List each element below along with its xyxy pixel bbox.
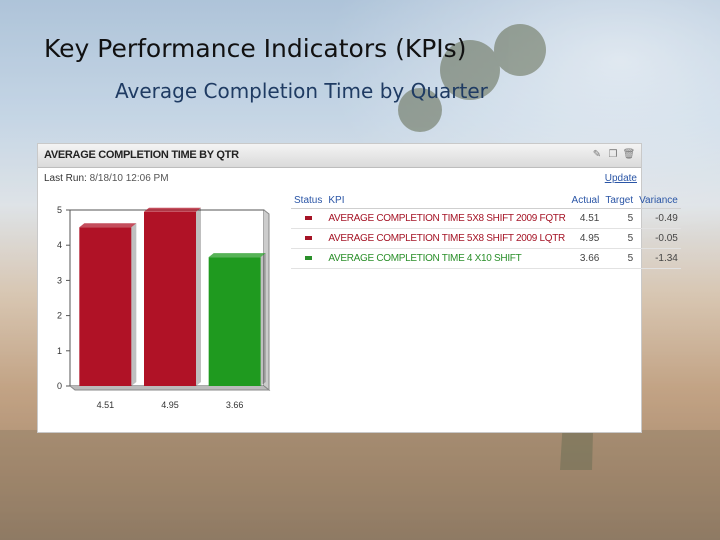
status-indicator: [291, 248, 326, 269]
status-dot-icon: [304, 216, 312, 221]
y-tick-label: 4: [57, 240, 62, 250]
x-tick-label: 4.95: [161, 400, 179, 410]
last-run: Last Run: 8/18/10 12:06 PM: [44, 173, 169, 184]
kpi-variance: -1.34: [636, 248, 681, 269]
update-link[interactable]: Update: [604, 173, 637, 184]
report-panel: AVERAGE COMPLETION TIME BY QTR ✎ ❐ 🗑 Las…: [37, 143, 681, 433]
bar-side: [196, 207, 201, 386]
copy-icon[interactable]: ❐: [608, 149, 618, 160]
bar-top: [144, 207, 201, 212]
y-tick-label: 0: [57, 381, 62, 391]
kpi-variance: -0.05: [636, 228, 681, 249]
trash-icon[interactable]: 🗑: [622, 149, 636, 160]
col-status[interactable]: Status: [291, 193, 326, 209]
last-run-value: 8/18/10 12:06 PM: [89, 173, 169, 184]
plot-floor: [69, 385, 271, 391]
col-kpi[interactable]: KPI: [325, 193, 569, 209]
col-target[interactable]: Target: [602, 193, 637, 209]
table-row[interactable]: AVERAGE COMPLETION TIME 4 X10 SHIFT 3.66…: [291, 248, 681, 269]
kpi-name[interactable]: AVERAGE COMPLETION TIME 4 X10 SHIFT: [325, 248, 569, 269]
completion-time-bar-chart: 0 1 2 3 4 5 4.51 4.95 3.66: [57, 205, 271, 410]
kpi-variance: -0.49: [636, 208, 681, 229]
bar: [208, 257, 261, 386]
kpi-actual: 4.51: [568, 208, 603, 229]
y-tick-label: 2: [57, 311, 62, 321]
y-tick-label: 1: [57, 346, 62, 356]
pencil-icon[interactable]: ✎: [592, 149, 602, 160]
kpi-target: 5: [602, 228, 637, 249]
panel-header: AVERAGE COMPLETION TIME BY QTR ✎ ❐ 🗑: [38, 144, 641, 168]
kpi-target: 5: [602, 248, 637, 269]
slide-subtitle: Average Completion Time by Quarter: [115, 79, 488, 103]
y-tick-label: 5: [57, 205, 62, 215]
kpi-actual: 4.95: [568, 228, 603, 249]
bar-side: [131, 223, 137, 386]
panel-title: AVERAGE COMPLETION TIME BY QTR: [44, 149, 239, 161]
x-tick-label: 3.66: [226, 400, 244, 410]
y-tick-label: 3: [57, 275, 62, 285]
bar-top: [208, 253, 266, 258]
kpi-actual: 3.66: [568, 248, 603, 269]
kpi-table: Status KPI Actual Target Variance AVERAG…: [291, 193, 681, 269]
status-indicator: [291, 228, 326, 249]
kpi-target: 5: [602, 208, 637, 229]
x-tick-label: 4.51: [97, 400, 115, 410]
table-row[interactable]: AVERAGE COMPLETION TIME 5X8 SHIFT 2009 L…: [291, 228, 681, 249]
last-run-label: Last Run:: [44, 173, 87, 184]
kpi-name[interactable]: AVERAGE COMPLETION TIME 5X8 SHIFT 2009 L…: [325, 228, 569, 249]
slide-title: Key Performance Indicators (KPIs): [44, 34, 467, 63]
kpi-table-header: Status KPI Actual Target Variance: [291, 193, 681, 209]
status-dot-icon: [304, 256, 312, 261]
status-indicator: [291, 208, 326, 229]
bar: [144, 211, 196, 386]
status-dot-icon: [304, 236, 312, 241]
col-actual[interactable]: Actual: [568, 193, 603, 209]
bar-side: [260, 253, 266, 386]
table-row[interactable]: AVERAGE COMPLETION TIME 5X8 SHIFT 2009 F…: [291, 208, 681, 229]
bar-top: [79, 223, 137, 228]
kpi-name[interactable]: AVERAGE COMPLETION TIME 5X8 SHIFT 2009 F…: [325, 208, 569, 229]
bar: [79, 227, 132, 386]
col-variance[interactable]: Variance: [636, 193, 681, 209]
